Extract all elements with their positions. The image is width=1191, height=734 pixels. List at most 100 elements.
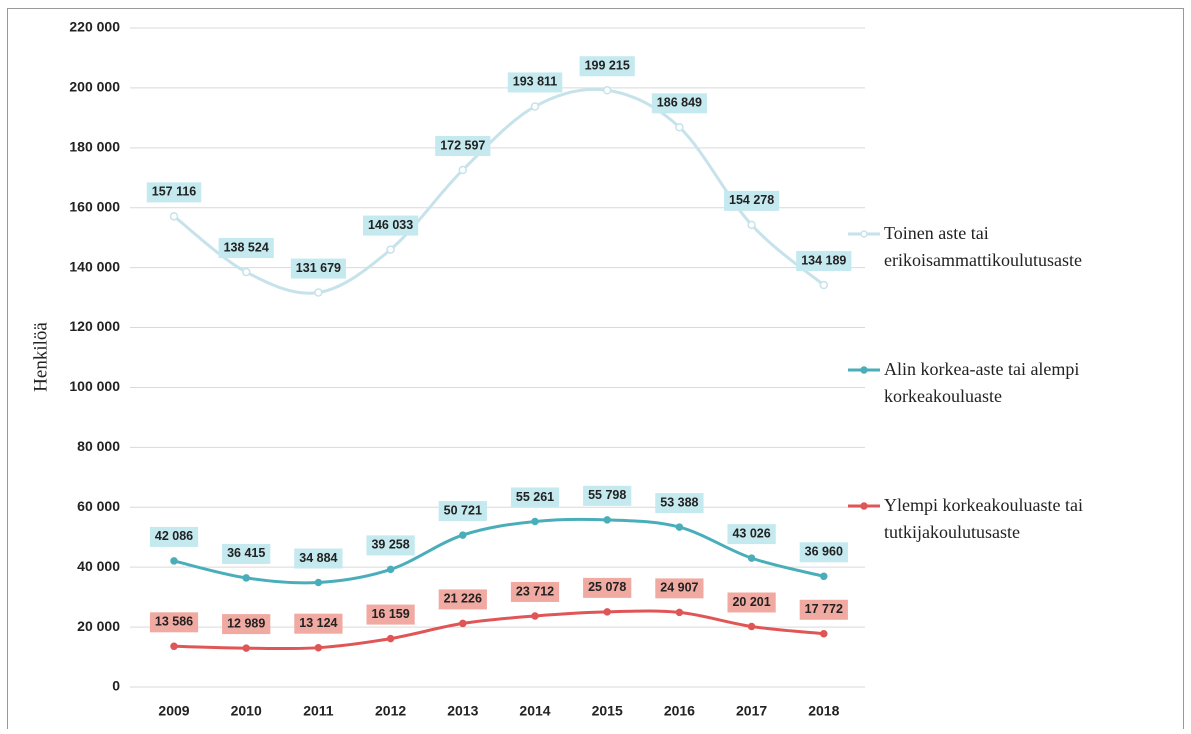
data-label-text: 16 159 [371, 607, 409, 621]
data-point [531, 612, 539, 620]
data-label-text: 154 278 [729, 193, 774, 207]
data-label-bg [799, 599, 848, 620]
data-label-text: 134 189 [801, 253, 846, 267]
data-point [603, 516, 611, 524]
data-point [459, 619, 467, 628]
data-label-text: 146 033 [368, 218, 413, 232]
data-label: 55 261 [510, 487, 560, 508]
data-point [169, 212, 179, 221]
frame [7, 8, 1184, 734]
data-point [242, 574, 250, 582]
legend-label: Ylempi korkeakouluaste tai tutkijakoulut… [884, 495, 1083, 542]
x-tick-label: 2014 [519, 703, 550, 719]
data-point [314, 643, 323, 652]
data-label: 199 215 [579, 56, 635, 77]
data-label-bg [655, 578, 704, 599]
y-tick-label: 160 000 [69, 198, 120, 214]
data-label-bg [290, 258, 346, 279]
y-tick-label: 100 000 [69, 378, 120, 394]
data-label-bg [724, 190, 780, 211]
series-line [173, 87, 825, 295]
y-tick-label: 20 000 [77, 618, 120, 634]
data-point [603, 608, 611, 616]
x-tick-label: 2012 [375, 703, 406, 719]
data-point [820, 572, 828, 581]
data-label-bg [149, 526, 199, 547]
data-point [386, 245, 395, 254]
x-tick-label: 2009 [158, 703, 189, 719]
x-tick-label: 2018 [808, 703, 839, 719]
data-label-text: 39 258 [371, 538, 409, 552]
data-label-text: 17 772 [805, 602, 843, 616]
data-label-text: 24 907 [660, 581, 698, 595]
data-label: 21 226 [438, 589, 487, 610]
data-label: 157 116 [146, 182, 202, 203]
data-label: 43 026 [727, 524, 776, 545]
data-label-text: 12 989 [227, 616, 265, 630]
data-label-bg [294, 613, 343, 634]
data-point [675, 523, 684, 531]
data-label-bg [146, 182, 202, 203]
data-label: 13 586 [149, 612, 199, 633]
data-label-text: 193 811 [513, 75, 558, 89]
x-tick-label: 2015 [592, 703, 623, 719]
data-label: 42 086 [149, 526, 199, 547]
data-label-text: 186 849 [657, 96, 702, 110]
data-label-bg [149, 612, 199, 633]
data-point [314, 578, 323, 587]
data-point [459, 531, 467, 539]
data-label-text: 50 721 [444, 503, 482, 517]
data-point [531, 517, 539, 526]
data-label: 16 159 [366, 604, 415, 625]
data-label-bg [438, 589, 487, 610]
data-label: 17 772 [799, 599, 848, 620]
data-label: 154 278 [724, 190, 780, 211]
data-label-bg [510, 581, 560, 602]
data-label-bg [294, 548, 343, 569]
data-label-bg [583, 577, 632, 598]
data-label-bg [655, 493, 704, 514]
data-point [386, 634, 395, 643]
data-point [386, 565, 395, 574]
legend-marker [860, 502, 868, 510]
data-label: 134 189 [796, 251, 852, 272]
data-label-bg [579, 56, 635, 77]
data-point [314, 288, 323, 297]
legend-marker [860, 230, 868, 238]
x-tick-label: 2010 [231, 703, 262, 719]
data-label-bg [651, 93, 707, 114]
data-label-bg [727, 524, 776, 545]
y-tick-label: 80 000 [77, 438, 120, 454]
data-label: 50 721 [438, 501, 487, 522]
data-label-bg [510, 487, 560, 508]
data-label-text: 199 215 [585, 59, 630, 73]
data-point [241, 267, 251, 277]
data-label-text: 55 798 [588, 488, 626, 502]
data-label: 36 415 [222, 543, 271, 564]
y-tick-label: 180 000 [69, 139, 120, 155]
x-tick-label: 2011 [303, 703, 334, 719]
data-point [602, 86, 612, 95]
data-label-text: 131 679 [296, 261, 341, 275]
data-point [530, 102, 540, 111]
data-label-bg [366, 535, 415, 556]
data-label-text: 55 261 [516, 490, 554, 504]
data-label-bg [435, 135, 491, 156]
data-label-bg [222, 614, 271, 635]
data-label: 172 597 [435, 135, 491, 156]
data-label-text: 36 960 [805, 545, 843, 559]
data-point [170, 557, 178, 565]
legend-label: Alin korkea-aste tai alempi korkeakoulua… [884, 359, 1080, 406]
data-label-text: 43 026 [732, 526, 770, 540]
data-label: 146 033 [363, 215, 419, 236]
data-label-text: 21 226 [444, 592, 482, 606]
series-line [173, 517, 825, 585]
y-tick-label: 200 000 [69, 79, 120, 95]
data-label-text: 25 078 [588, 580, 626, 594]
data-label: 53 388 [655, 493, 704, 514]
data-label-text: 138 524 [224, 240, 269, 254]
data-label: 193 811 [507, 72, 563, 93]
data-label-bg [222, 543, 271, 564]
y-tick-label: 60 000 [77, 498, 120, 514]
